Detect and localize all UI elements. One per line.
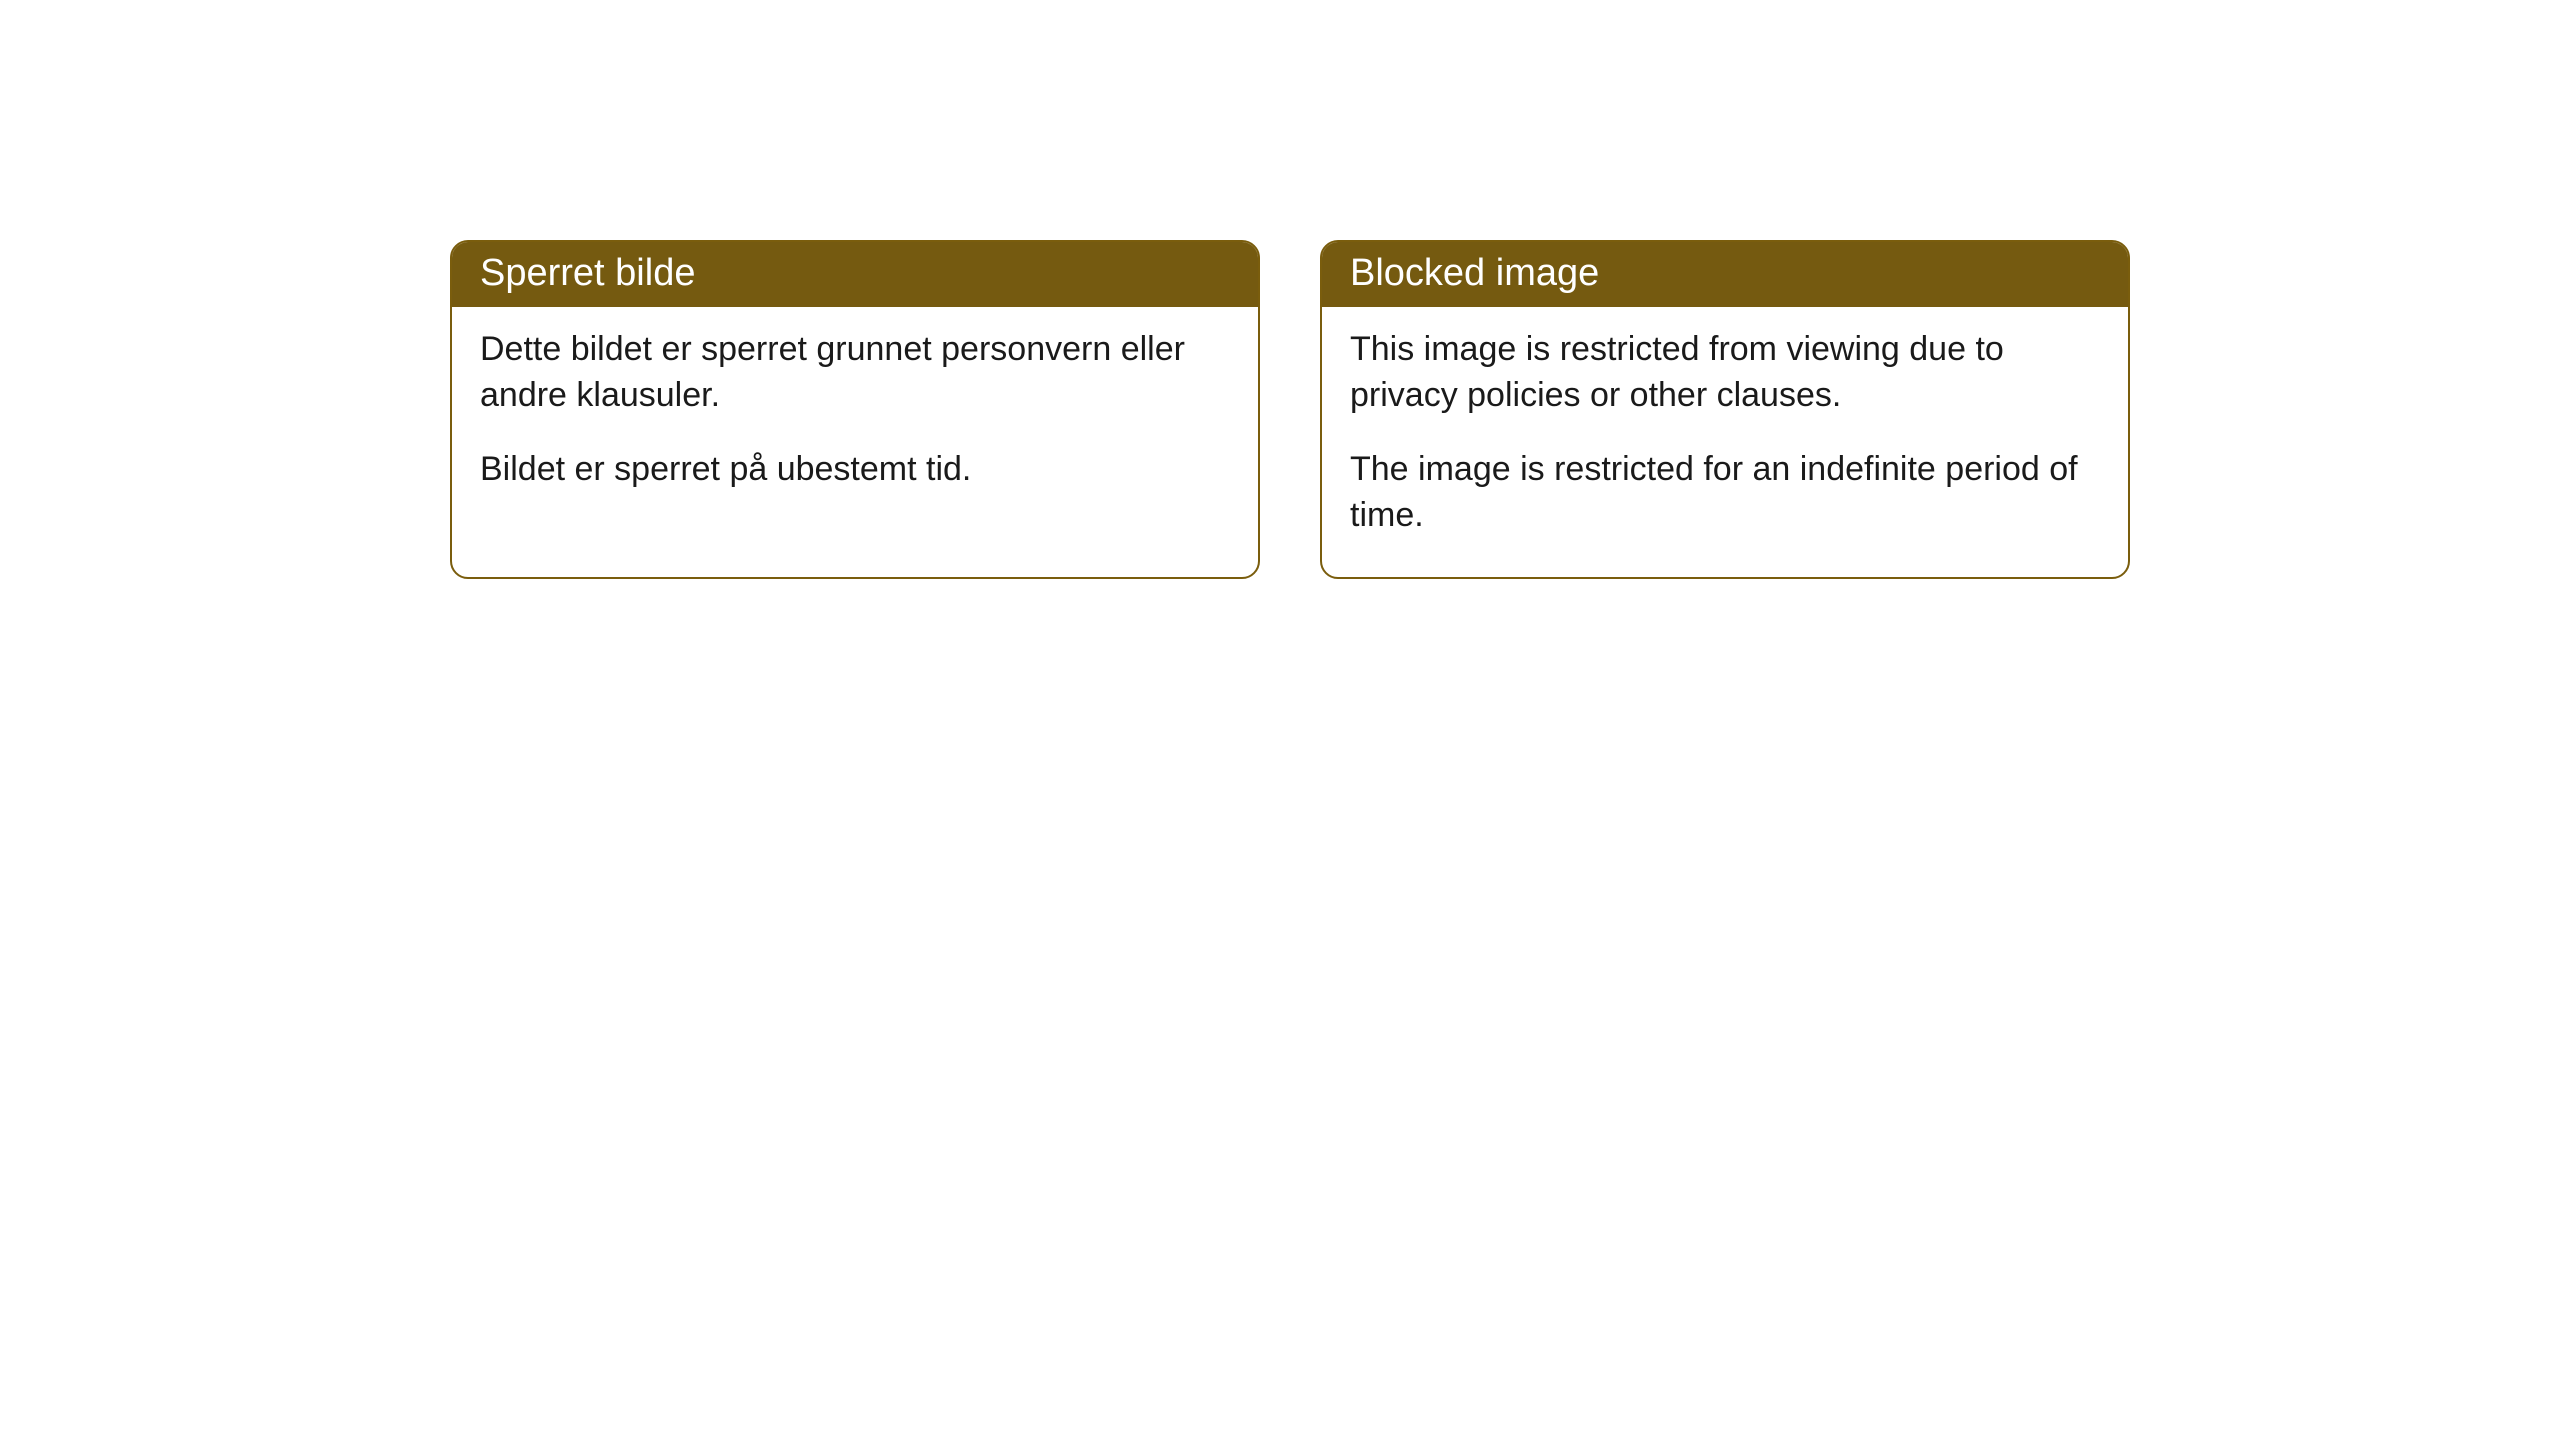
notice-card-norwegian: Sperret bilde Dette bildet er sperret gr… <box>450 240 1260 579</box>
card-body: Dette bildet er sperret grunnet personve… <box>452 307 1258 531</box>
card-title: Sperret bilde <box>480 252 695 294</box>
card-header: Sperret bilde <box>452 242 1258 307</box>
card-body: This image is restricted from viewing du… <box>1322 307 2128 577</box>
notice-cards-container: Sperret bilde Dette bildet er sperret gr… <box>450 240 2130 579</box>
card-paragraph: Bildet er sperret på ubestemt tid. <box>480 447 1230 493</box>
card-title: Blocked image <box>1350 252 1599 294</box>
card-header: Blocked image <box>1322 242 2128 307</box>
card-paragraph: This image is restricted from viewing du… <box>1350 327 2100 419</box>
card-paragraph: The image is restricted for an indefinit… <box>1350 447 2100 539</box>
notice-card-english: Blocked image This image is restricted f… <box>1320 240 2130 579</box>
card-paragraph: Dette bildet er sperret grunnet personve… <box>480 327 1230 419</box>
